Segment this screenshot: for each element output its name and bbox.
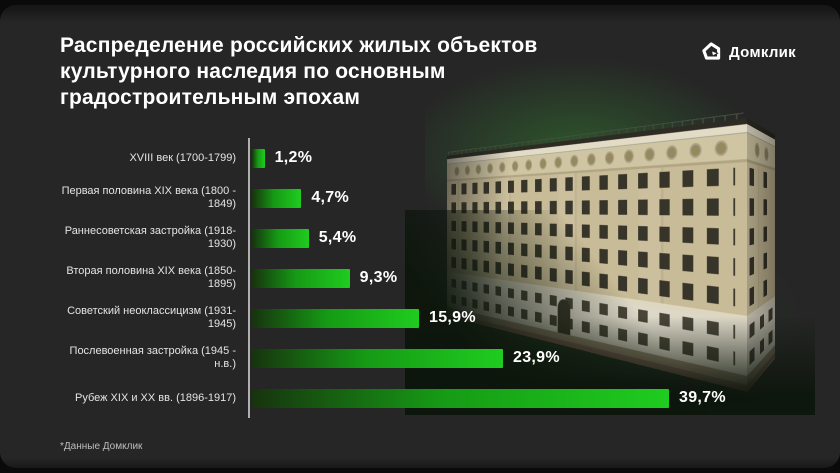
value-label: 39,7% bbox=[679, 389, 726, 406]
bar-track: 5,4% bbox=[248, 218, 758, 258]
slide-card: Распределение российских жилых объектов … bbox=[0, 5, 840, 468]
category-label: Рубеж XIX и XX вв. (1896-1917) bbox=[75, 391, 236, 404]
bar-track: 23,9% bbox=[248, 338, 758, 378]
bar bbox=[252, 228, 309, 248]
chart-row: Рубеж XIX и XX вв. (1896-1917) 39,7% bbox=[58, 378, 758, 418]
house-icon bbox=[700, 41, 722, 63]
category-label: XVIII век (1700-1799) bbox=[129, 151, 236, 164]
title-line: культурного наследия по основным bbox=[60, 60, 446, 83]
value-label: 5,4% bbox=[318, 229, 357, 246]
bar-track: 39,7% bbox=[248, 378, 758, 418]
title-line: градостроительным эпохам bbox=[60, 86, 361, 109]
bar-track: 9,3% bbox=[248, 258, 758, 298]
chart-row: Вторая половина XIX века (1850-1895) 9,3% bbox=[58, 258, 758, 298]
bar bbox=[252, 348, 504, 368]
bar-track: 4,7% bbox=[248, 178, 758, 218]
category-label: Послевоенная застройка (1945 - н.в.) bbox=[69, 345, 236, 370]
bar bbox=[252, 188, 302, 208]
category-label: Первая половина XIX века (1800 - 1849) bbox=[61, 185, 236, 210]
category-label: Советский неоклассицизм (1931-1945) bbox=[67, 305, 236, 330]
domclick-logo: Домклик bbox=[700, 41, 796, 63]
title-line: Распределение российских жилых объектов bbox=[60, 34, 538, 57]
value-label: 4,7% bbox=[311, 189, 350, 206]
value-label: 1,2% bbox=[274, 149, 313, 166]
source-note: *Данные Домклик bbox=[60, 441, 143, 452]
bar-track: 1,2% bbox=[248, 138, 758, 178]
bar bbox=[252, 388, 669, 408]
chart-row: Советский неоклассицизм (1931-1945) 15,9% bbox=[58, 298, 758, 338]
bar-chart: XVIII век (1700-1799) 1,2% Первая половина… bbox=[58, 138, 758, 418]
bar bbox=[252, 268, 350, 288]
value-label: 15,9% bbox=[429, 309, 476, 326]
value-label: 23,9% bbox=[513, 349, 560, 366]
category-label: Раннесоветская застройка (1918-1930) bbox=[64, 225, 236, 250]
category-label: Вторая половина XIX века (1850-1895) bbox=[66, 265, 236, 290]
bar-track: 15,9% bbox=[248, 298, 758, 338]
chart-row: Послевоенная застройка (1945 - н.в.) 23,9… bbox=[58, 338, 758, 378]
chart-row: Первая половина XIX века (1800 - 1849) 4,… bbox=[58, 178, 758, 218]
value-label: 9,3% bbox=[359, 269, 398, 286]
logo-text: Домклик bbox=[729, 43, 796, 61]
bar bbox=[252, 308, 419, 328]
chart-row: Раннесоветская застройка (1918-1930) 5,4% bbox=[58, 218, 758, 258]
bar bbox=[252, 148, 265, 168]
page-title: Распределение российских жилых объектов … bbox=[60, 33, 537, 111]
chart-row: XVIII век (1700-1799) 1,2% bbox=[58, 138, 758, 178]
